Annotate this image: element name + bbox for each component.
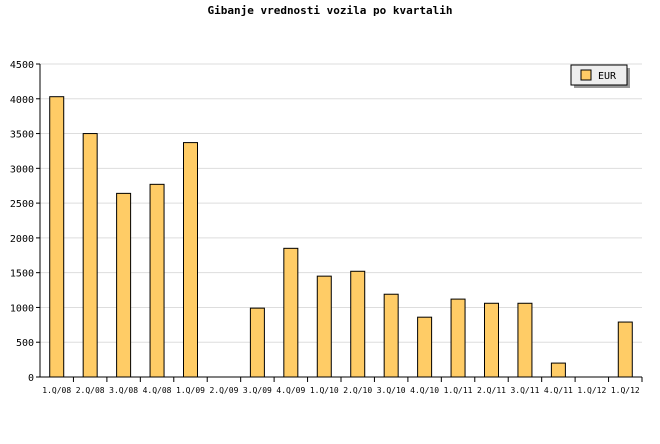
bar xyxy=(417,316,433,378)
x-tick-label: 3.Q/09 xyxy=(243,386,272,395)
bar xyxy=(183,142,198,378)
axes: 0 500 1000 1500 2000 2500 3000 3500 4000 4500 1.Q/… xyxy=(10,60,643,395)
y-tick-label: 3000 xyxy=(10,164,34,175)
y-tick-label: 3500 xyxy=(10,130,34,141)
chart-title: Gibanje vrednosti vozila po kvartalih xyxy=(207,4,452,17)
x-tick-label: 3.Q/08 xyxy=(109,386,138,395)
y-tick-label: 2500 xyxy=(10,199,34,210)
x-tick-label: 3.Q/10 xyxy=(377,386,406,395)
bar xyxy=(249,307,265,378)
y-tick-label: 1000 xyxy=(10,303,34,314)
bar xyxy=(484,302,499,378)
y-tick-label: 1500 xyxy=(10,269,34,280)
bar xyxy=(149,183,165,378)
bar xyxy=(550,362,566,378)
x-tick-label: 3.Q/11 xyxy=(510,386,539,395)
x-tick-label: 1.Q/08 xyxy=(42,386,71,395)
x-tick-label: 2.Q/10 xyxy=(343,386,372,395)
y-tick-label: 4000 xyxy=(10,95,34,106)
x-tick-label: 2.Q/08 xyxy=(76,386,105,395)
bar xyxy=(350,270,366,378)
y-tick-label: 0 xyxy=(28,373,34,384)
bar xyxy=(617,321,633,378)
gridlines xyxy=(40,63,642,343)
bar xyxy=(82,133,98,378)
x-tick-label: 1.Q/12 xyxy=(577,386,606,395)
x-tick-label: 1.Q/12 xyxy=(611,386,640,395)
bars xyxy=(49,96,633,378)
bar xyxy=(316,275,332,378)
legend: EUR xyxy=(570,64,630,88)
y-tick-label: 500 xyxy=(16,338,34,349)
bar xyxy=(383,293,399,378)
legend-label: EUR xyxy=(598,71,617,82)
bar xyxy=(49,96,65,378)
x-tick-label: 4.Q/09 xyxy=(276,386,305,395)
bar xyxy=(116,192,132,378)
x-tick-label: 1.Q/09 xyxy=(176,386,205,395)
x-tick-label: 4.Q/10 xyxy=(410,386,439,395)
x-tick-label: 2.Q/09 xyxy=(209,386,238,395)
x-tick-label: 2.Q/11 xyxy=(477,386,506,395)
bar xyxy=(450,298,466,378)
legend-swatch xyxy=(580,69,592,81)
y-tick-label: 4500 xyxy=(10,60,34,71)
y-tick-label: 2000 xyxy=(10,234,34,245)
bar xyxy=(283,247,299,378)
bar xyxy=(517,302,533,378)
x-tick-label: 4.Q/11 xyxy=(544,386,573,395)
x-tick-label: 4.Q/08 xyxy=(143,386,172,395)
x-tick-label: 1.Q/11 xyxy=(444,386,473,395)
x-tick-label: 1.Q/10 xyxy=(310,386,339,395)
